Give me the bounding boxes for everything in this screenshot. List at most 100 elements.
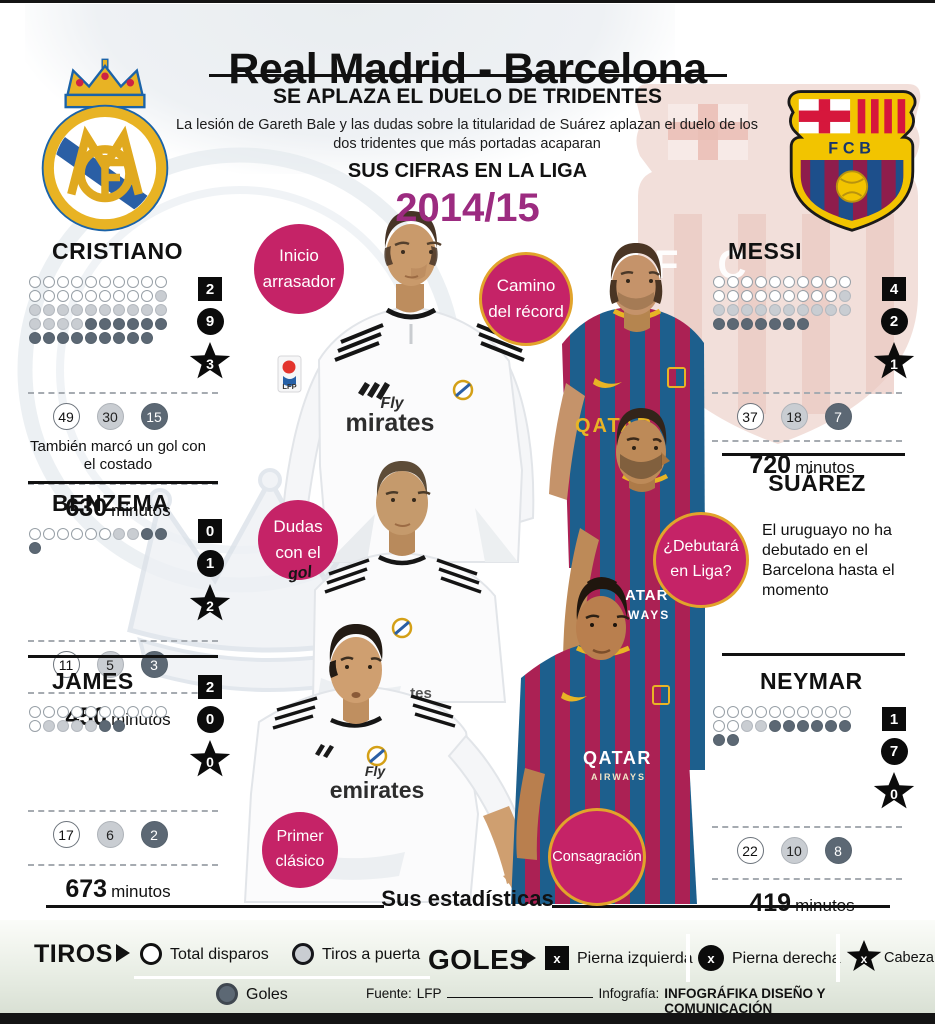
shot-dot — [797, 318, 809, 330]
shot-summary: 17 6 2 — [28, 821, 192, 848]
right-foot-goals-badge: 0 — [196, 706, 224, 733]
shot-dot — [727, 318, 739, 330]
goles-label: GOLES — [428, 944, 529, 975]
neymar-jersey-sponsor: QATAR — [583, 748, 652, 768]
benzema-shot-grid — [28, 527, 180, 555]
shot-dot — [783, 304, 795, 316]
on-target-legend: Tiros a puerta — [322, 946, 421, 963]
shot-dot — [713, 304, 725, 316]
shot-dot — [127, 290, 139, 302]
shot-dot — [839, 720, 851, 732]
shot-dot — [741, 318, 753, 330]
dashed-divider — [28, 864, 218, 866]
source-value: LFP — [416, 986, 442, 1001]
arrow-right-icon — [116, 944, 130, 962]
shot-dot — [99, 528, 111, 540]
shot-dot — [99, 706, 111, 718]
left-foot-goals-badge: 0 — [198, 519, 222, 543]
total-shots-legend: Total disparos — [170, 946, 269, 963]
james-stats: JAMES 2 0 0 17 6 2 673 minutos — [28, 668, 240, 904]
shot-dot — [783, 276, 795, 288]
shot-summary: 37 18 7 — [712, 403, 876, 430]
tiros-label: TIROS — [34, 940, 113, 968]
shot-dot — [85, 528, 97, 540]
header-goals-badge: 2 — [189, 584, 231, 621]
shot-dot — [85, 720, 97, 732]
footer-divider-label: Sus estadísticas — [381, 886, 554, 911]
source-label: Fuente: — [366, 986, 412, 1001]
shot-dot — [43, 720, 55, 732]
total-shots-icon — [140, 943, 162, 965]
shot-dot — [825, 720, 837, 732]
svg-text:LFP: LFP — [282, 382, 296, 391]
shot-dot — [797, 304, 809, 316]
shot-dot — [29, 290, 41, 302]
shot-dot — [29, 706, 41, 718]
shot-dot — [755, 276, 767, 288]
shot-dot — [113, 720, 125, 732]
shot-dot — [99, 332, 111, 344]
shot-dot — [811, 706, 823, 718]
suarez-jersey-partial2: WAYS — [628, 608, 670, 622]
dashed-divider — [712, 392, 902, 394]
shot-dot — [99, 318, 111, 330]
minutes-played: 673 minutos — [65, 875, 171, 903]
benzema-callout-extra: gol — [286, 563, 313, 584]
shot-dot — [755, 706, 767, 718]
lfp-patch: LFP — [277, 355, 302, 393]
goal-type-badges: 0 1 2 — [186, 519, 234, 624]
shot-dot — [713, 318, 725, 330]
messi-stats: MESSI 4 2 1 37 18 7 720 minutos — [712, 238, 924, 480]
shot-dot — [769, 276, 781, 288]
shot-dot — [769, 318, 781, 330]
shot-dot — [783, 290, 795, 302]
player-name: NEYMAR — [760, 668, 863, 694]
shot-dot — [127, 304, 139, 316]
shot-dot — [71, 304, 83, 316]
goal-type-badges: 2 0 0 — [186, 675, 234, 780]
dashed-divider — [712, 440, 902, 442]
shot-dot — [57, 304, 69, 316]
shot-dot — [57, 290, 69, 302]
left-foot-goals-badge: 4 — [882, 277, 906, 301]
right-foot-legend: Pierna derecha — [732, 950, 841, 967]
shot-dot — [29, 318, 41, 330]
shot-dot — [71, 276, 83, 288]
shot-dot — [839, 304, 851, 316]
shot-dot — [741, 290, 753, 302]
subtitle: SE APLAZA EL DUELO DE TRIDENTES — [273, 85, 662, 108]
description-line2: dos tridentes que más portadas acaparan — [333, 136, 601, 153]
divider-line-right — [552, 905, 890, 908]
top-bar — [0, 0, 935, 3]
dashed-divider — [28, 640, 218, 642]
shot-dot — [811, 720, 823, 732]
neymar-jersey-sub: AIRWAYS — [591, 772, 646, 782]
dashed-divider — [28, 810, 218, 812]
shot-dot — [57, 318, 69, 330]
header-goals-badge: 3 — [189, 342, 231, 379]
shot-dot — [727, 734, 739, 746]
shot-dot — [57, 528, 69, 540]
player-note: El uruguayo no ha debutado en el Barcelo… — [762, 522, 895, 599]
total-shots-value: 22 — [736, 837, 764, 864]
shot-dot — [57, 276, 69, 288]
shot-dot — [113, 290, 125, 302]
goals-value: 8 — [824, 837, 852, 864]
shot-dot — [113, 528, 125, 540]
fcb-crest-text: FCB — [828, 139, 875, 157]
messi-shot-grid — [712, 275, 864, 331]
cristiano-figure: LFP Fly mirates — [277, 211, 535, 563]
shot-dot — [99, 276, 111, 288]
shot-dot — [811, 290, 823, 302]
shot-dot — [43, 304, 55, 316]
goals-value: 7 — [824, 403, 852, 430]
shot-dot — [85, 290, 97, 302]
on-target-value: 30 — [96, 403, 124, 430]
shot-dot — [769, 706, 781, 718]
suarez-stats: SUÁREZ El uruguayo no ha debutado en el … — [722, 470, 912, 601]
goals-value: 2 — [140, 821, 168, 848]
shot-dot — [155, 276, 167, 288]
shot-dot — [43, 276, 55, 288]
suarez-callout: ¿Debutará en Liga? — [653, 512, 749, 608]
